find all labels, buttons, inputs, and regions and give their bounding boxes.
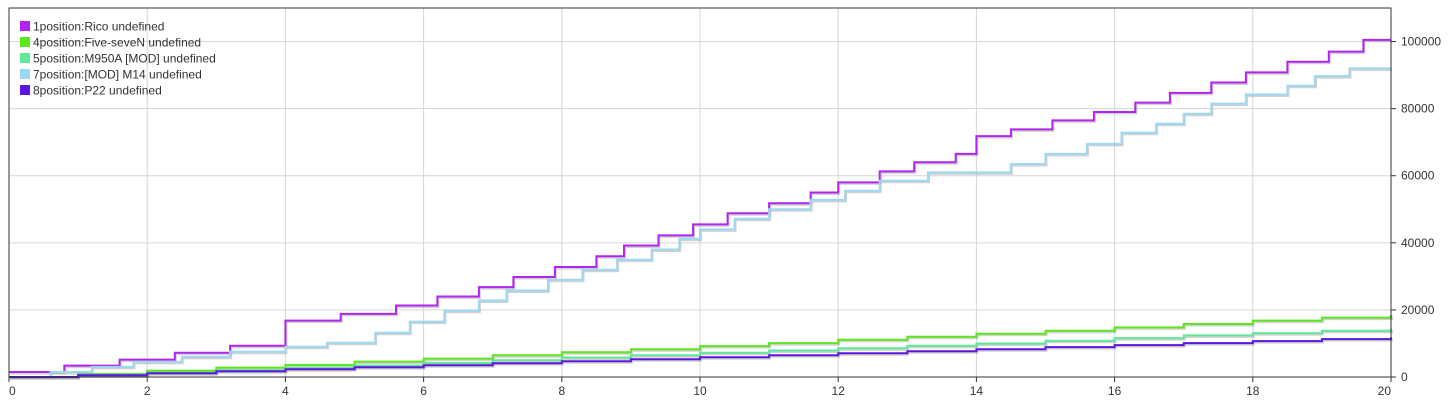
legend[interactable]: 1position:Rico undefined 4position:Five-s… bbox=[20, 20, 216, 98]
x-axis: 0 2 4 6 8 10 12 14 16 18 20 bbox=[8, 377, 1392, 398]
legend-label: 7position:[MOD] M14 undefined bbox=[33, 68, 202, 82]
x-tick-label: 14 bbox=[970, 384, 984, 398]
legend-swatch bbox=[20, 21, 30, 31]
x-tick-label: 8 bbox=[558, 384, 565, 398]
y-axis: 0 20000 40000 60000 80000 100000 bbox=[1391, 35, 1441, 384]
legend-item[interactable]: 1position:Rico undefined bbox=[20, 20, 164, 34]
series-line-5 bbox=[9, 337, 1392, 378]
legend-item[interactable]: 7position:[MOD] M14 undefined bbox=[20, 68, 202, 82]
legend-label: 8position:P22 undefined bbox=[33, 84, 162, 98]
series-line-4 bbox=[9, 67, 1391, 378]
y-tick-label: 40000 bbox=[1401, 236, 1435, 250]
legend-item[interactable]: 8position:P22 undefined bbox=[20, 84, 162, 98]
x-tick-label: 18 bbox=[1246, 384, 1260, 398]
y-tick-label: 0 bbox=[1401, 370, 1408, 384]
y-tick-label: 80000 bbox=[1401, 102, 1435, 116]
x-tick-label: 12 bbox=[832, 384, 846, 398]
x-tick-label: 10 bbox=[693, 384, 707, 398]
x-tick-label: 4 bbox=[282, 384, 289, 398]
y-tick-label: 60000 bbox=[1401, 169, 1435, 183]
legend-label: 1position:Rico undefined bbox=[33, 20, 164, 34]
x-tick-label: 2 bbox=[144, 384, 151, 398]
x-tick-label: 0 bbox=[9, 384, 16, 398]
series-line-2 bbox=[9, 314, 1392, 378]
legend-label: 5position:M950A [MOD] undefined bbox=[33, 52, 216, 66]
series-layer bbox=[9, 38, 1393, 380]
legend-swatch bbox=[20, 85, 30, 95]
legend-swatch bbox=[20, 53, 30, 63]
legend-swatch bbox=[20, 37, 30, 47]
x-tick-label: 16 bbox=[1108, 384, 1122, 398]
x-tick-label: 6 bbox=[420, 384, 427, 398]
legend-item[interactable]: 4position:Five-seveN undefined bbox=[20, 36, 201, 50]
legend-swatch bbox=[20, 69, 30, 79]
y-tick-label: 100000 bbox=[1401, 35, 1441, 49]
series-line-1 bbox=[9, 38, 1391, 373]
x-tick-label: 20 bbox=[1378, 384, 1392, 398]
y-tick-label: 20000 bbox=[1401, 303, 1435, 317]
legend-item[interactable]: 5position:M950A [MOD] undefined bbox=[20, 52, 216, 66]
legend-label: 4position:Five-seveN undefined bbox=[33, 36, 201, 50]
